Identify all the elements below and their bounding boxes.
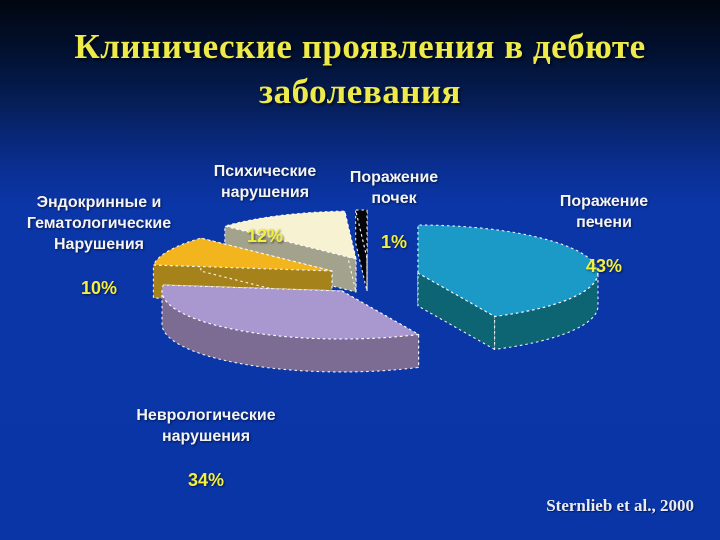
- pie-slice-top: [417, 224, 599, 317]
- slice-label-neurological: Неврологические нарушения 34%: [136, 384, 275, 513]
- slice-label-liver: Поражение печени 43%: [560, 170, 648, 299]
- slice-label-endocrine: Эндокринные и Гематологические Нарушения…: [27, 171, 171, 321]
- pie-slice-top: [152, 237, 333, 272]
- slice-label-liver-text: Поражение печени: [559, 193, 649, 231]
- slice-label-liver-percent: 43%: [585, 256, 623, 276]
- pie-slice-top: [161, 284, 420, 340]
- slice-label-kidney: Поражение почек 1%: [350, 146, 438, 275]
- slice-label-kidney-text: Поражение почек: [349, 169, 439, 207]
- slice-label-endocrine-text: Эндокринные и Гематологические Нарушения: [26, 194, 172, 253]
- slice-label-psychiatric: Психические нарушения 12%: [214, 140, 317, 269]
- pie-slice-top: [355, 209, 368, 259]
- slice-label-kidney-percent: 1%: [380, 232, 407, 252]
- slice-label-psychiatric-text: Психические нарушения: [213, 163, 317, 201]
- slice-label-psychiatric-percent: 12%: [246, 226, 284, 246]
- slice-label-endocrine-percent: 10%: [80, 278, 118, 298]
- slide-title: Клинические проявления в дебюте заболева…: [74, 27, 646, 111]
- slice-label-neurological-text: Неврологические нарушения: [136, 407, 276, 445]
- slice-label-neurological-percent: 34%: [187, 470, 225, 490]
- citation: Sternlieb et al., 2000: [546, 496, 694, 515]
- pie-slice-wall: [355, 209, 368, 292]
- pie-slice-top: [224, 210, 357, 260]
